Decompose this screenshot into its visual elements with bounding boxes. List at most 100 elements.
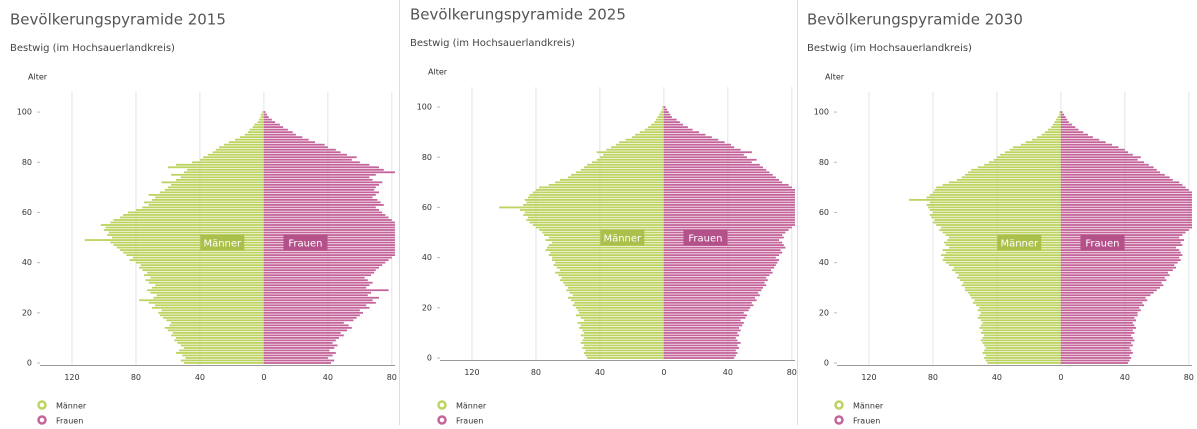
bar — [263, 254, 395, 256]
bar — [263, 279, 368, 282]
bar — [964, 286, 1061, 289]
bar — [663, 311, 744, 314]
bar — [1060, 183, 1183, 186]
bar — [663, 108, 668, 111]
bar — [934, 219, 1061, 221]
x-tick-label: 120 — [464, 368, 479, 377]
bar — [1060, 166, 1154, 169]
bar — [1056, 118, 1061, 121]
bar — [1060, 188, 1189, 191]
bar — [663, 284, 767, 287]
bar — [977, 309, 1061, 312]
bar — [1060, 231, 1186, 234]
legend-marker — [437, 415, 447, 425]
bar — [1060, 113, 1065, 116]
bar — [603, 153, 664, 156]
x-tick-label: 40 — [1120, 373, 1130, 382]
bar — [663, 249, 781, 251]
bar — [663, 354, 736, 357]
bar — [156, 294, 264, 297]
bar — [1060, 226, 1192, 229]
bar — [663, 178, 780, 181]
bar — [263, 186, 376, 189]
bar — [539, 186, 664, 189]
bar — [1060, 126, 1076, 129]
bar — [993, 158, 1061, 161]
bar — [971, 168, 1061, 171]
bar — [263, 357, 328, 359]
y-tick-label: 40 — [22, 258, 32, 267]
x-tick-label: 80 — [787, 368, 797, 377]
bar — [1060, 251, 1181, 254]
bar — [577, 309, 664, 312]
bar — [529, 221, 664, 224]
bar — [651, 123, 664, 126]
bar — [169, 324, 264, 327]
bar — [187, 168, 264, 171]
y-tick-label: 0 — [824, 358, 829, 367]
bar — [654, 121, 664, 124]
bar — [982, 329, 1061, 332]
bar — [263, 196, 373, 199]
bar — [663, 206, 795, 209]
legend-label: Männer — [853, 402, 884, 411]
bar — [585, 349, 664, 352]
bar — [174, 339, 264, 342]
bar — [1060, 141, 1106, 144]
bar — [1060, 254, 1183, 256]
bar — [523, 214, 664, 216]
bar — [976, 304, 1061, 307]
bar — [263, 226, 395, 229]
y-tick-label: 0 — [427, 353, 432, 362]
bar — [247, 131, 264, 134]
series-label: Frauen — [688, 234, 722, 245]
bar — [1060, 161, 1145, 164]
bar — [987, 362, 1061, 364]
series-label-box — [283, 234, 328, 251]
bar — [663, 204, 795, 206]
bar — [547, 246, 664, 249]
bar — [127, 211, 264, 214]
bar — [1060, 304, 1145, 307]
bar — [556, 266, 664, 269]
bar — [263, 306, 370, 309]
bar — [1060, 193, 1192, 196]
bar — [1060, 321, 1133, 324]
x-tick-label: 0 — [661, 368, 666, 377]
bar — [132, 256, 264, 259]
bar — [263, 161, 360, 164]
bar — [663, 269, 772, 272]
bar — [1004, 151, 1061, 154]
bar — [958, 274, 1061, 277]
bar — [996, 156, 1061, 159]
bar — [663, 329, 741, 332]
bar — [567, 176, 664, 179]
bar — [244, 133, 264, 136]
bar — [263, 158, 352, 161]
bar — [663, 166, 764, 169]
bar — [119, 249, 264, 251]
bar — [145, 279, 264, 282]
bar — [161, 181, 264, 184]
bar — [663, 261, 778, 264]
bar — [934, 188, 1061, 191]
bar — [263, 216, 389, 219]
bar — [1060, 316, 1135, 319]
bar — [203, 156, 264, 159]
bar — [263, 269, 376, 272]
bar — [980, 339, 1061, 342]
bar — [1060, 181, 1180, 184]
bar — [263, 181, 383, 184]
bar — [263, 166, 380, 169]
bar — [960, 279, 1061, 282]
bar — [572, 304, 664, 307]
bar — [263, 329, 348, 332]
bar — [655, 118, 664, 121]
legend-label: Männer — [56, 402, 87, 411]
bar — [142, 269, 264, 272]
bar — [663, 133, 706, 136]
x-tick-label: 40 — [323, 373, 333, 382]
bar — [663, 163, 760, 166]
bar — [259, 118, 264, 121]
bar — [596, 151, 664, 154]
